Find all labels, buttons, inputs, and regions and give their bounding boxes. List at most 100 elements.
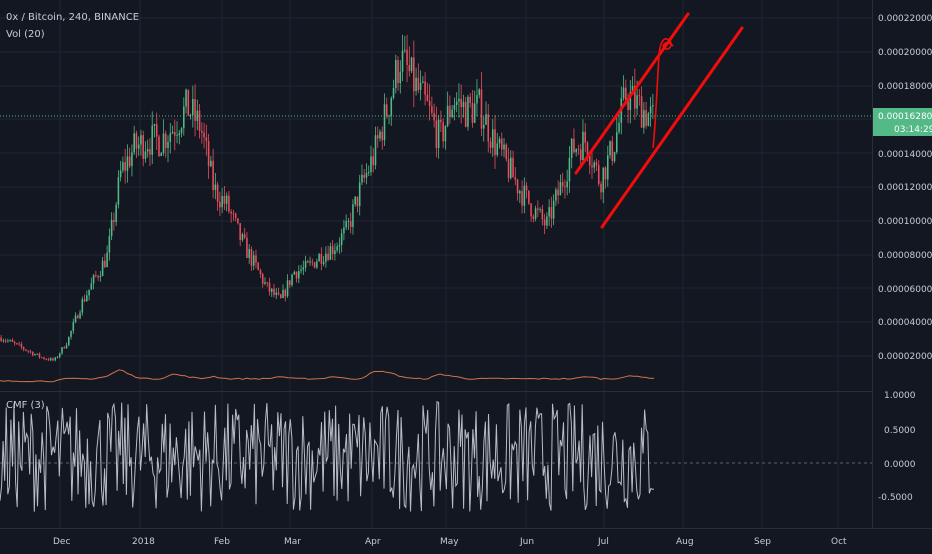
candle [81, 296, 84, 316]
candle [20, 341, 23, 350]
candle-body [519, 191, 521, 194]
candle [45, 358, 48, 361]
candle [424, 72, 426, 106]
candle-body [379, 131, 381, 139]
candle-body [480, 89, 483, 129]
drawing-layer[interactable] [574, 12, 744, 229]
candle [530, 202, 532, 222]
time-tick-label: Aug [676, 537, 694, 547]
candle-body [322, 261, 325, 264]
cmf-axis[interactable]: 1.0000 0.5000 0.0000 -0.5000 [878, 391, 916, 503]
candle [250, 246, 253, 271]
candle-body [2, 340, 5, 342]
candle-body [394, 60, 397, 88]
time-axis[interactable]: Dec 2018 Feb Mar Apr May Jun Jul Aug Sep… [53, 537, 847, 547]
candle-body [216, 184, 219, 202]
candle [25, 349, 27, 352]
candle-body [374, 135, 377, 166]
candle [0, 334, 2, 342]
candle-body [451, 109, 453, 118]
candle [43, 356, 45, 360]
candle-body [58, 353, 61, 358]
candle [16, 342, 18, 345]
candle [464, 96, 467, 128]
cmf-legend[interactable]: CMF (3) [6, 400, 45, 411]
candle-body [372, 156, 375, 166]
candle [575, 148, 577, 157]
candle-body [214, 184, 217, 190]
candle [304, 255, 307, 272]
symbol-legend[interactable]: 0x / Bitcoin, 240, BINANCE [6, 12, 139, 23]
time-tick-label: Mar [284, 537, 301, 547]
candle-body [117, 177, 120, 205]
candle-body [318, 253, 320, 262]
candle-body [467, 96, 469, 127]
lower-channel-line[interactable] [600, 26, 744, 229]
candle [137, 136, 140, 156]
volume-legend[interactable]: Vol (20) [6, 29, 45, 40]
candle [381, 126, 384, 150]
candle [478, 88, 481, 99]
candle [487, 104, 490, 153]
candle [34, 353, 36, 356]
candle [336, 242, 338, 253]
candle [647, 111, 650, 127]
candle [279, 293, 282, 299]
candle [295, 271, 298, 283]
candle-body [210, 160, 212, 167]
price-axis[interactable]: 0.00022000 0.00020000 0.00018000 0.00014… [878, 14, 932, 362]
candle [372, 147, 375, 173]
candle-body [649, 106, 652, 114]
candle [309, 256, 311, 266]
candle [503, 138, 505, 158]
candle-body [652, 105, 654, 107]
candle [471, 90, 474, 128]
candle [298, 265, 300, 284]
candle-body [259, 270, 262, 275]
candle-body [97, 275, 99, 278]
candle-body [343, 227, 345, 234]
candle-body [43, 357, 45, 359]
candle-body [478, 89, 481, 96]
candle-body [570, 138, 573, 158]
candle [345, 214, 347, 231]
candle [609, 140, 611, 159]
candle [334, 243, 336, 261]
candle [97, 274, 99, 281]
candle [449, 95, 451, 124]
candle [167, 135, 169, 163]
candle-body [528, 190, 530, 204]
candle [431, 96, 433, 117]
candle [593, 160, 596, 174]
candle [259, 268, 262, 278]
candle [613, 151, 616, 164]
candle-body [604, 167, 607, 180]
candle [115, 202, 117, 226]
candle [622, 75, 625, 101]
candle [158, 134, 160, 158]
candle [417, 63, 420, 94]
candle [248, 244, 250, 264]
candle-body [606, 155, 609, 180]
price-tick-label: 0.00020000 [878, 48, 932, 58]
candle-body [124, 162, 126, 171]
candle-body [286, 280, 289, 297]
candle-body [298, 270, 300, 279]
candle [273, 283, 275, 298]
candle [640, 86, 643, 128]
freehand-arrow-drawing[interactable] [652, 38, 674, 149]
candle [534, 205, 537, 222]
candle-body [203, 132, 205, 138]
candle [36, 353, 38, 356]
candle [196, 99, 199, 131]
candle [383, 93, 386, 146]
candle [485, 101, 487, 126]
candle-body [56, 357, 59, 358]
candle-body [300, 269, 302, 271]
candle-body [241, 234, 244, 241]
candle-series [0, 34, 654, 362]
candle-body [370, 156, 372, 172]
candle-body [131, 152, 133, 167]
